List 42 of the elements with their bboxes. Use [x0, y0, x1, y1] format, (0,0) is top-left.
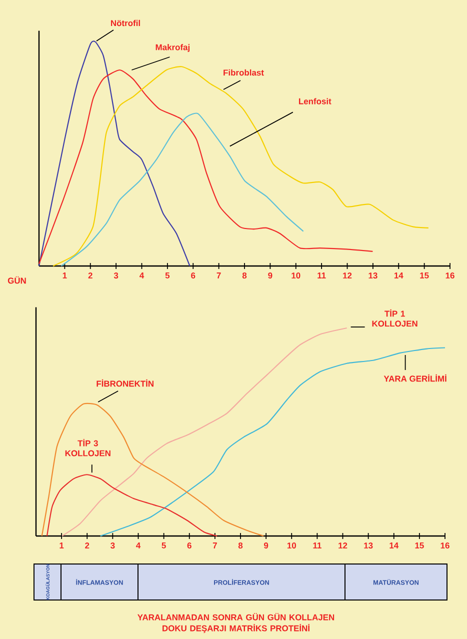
series-label: YARA GERİLİMİ: [384, 374, 446, 382]
series-label: Fibroblast: [224, 69, 264, 76]
x-tick-label: 13: [368, 272, 378, 279]
text: FİBRONEKTİN: [96, 379, 154, 387]
text: YARALANMADAN SONRA GÜN GÜN KOLLAJEN DOKU DEŞARJI MATRİKS PROTEİNİ: [137, 613, 334, 633]
x-tick-label: 8: [242, 272, 247, 278]
x-tick-label: 12: [343, 272, 352, 278]
x-tick-label: 6: [187, 542, 192, 548]
text: TİP 1 KOLLOJEN: [372, 309, 418, 327]
x-tick-label: 13: [364, 542, 373, 549]
text: TİP 3 KOLLOJEN: [65, 438, 110, 456]
x-tick-label: 7: [216, 272, 221, 278]
text: Lenfosit: [298, 98, 332, 104]
x-tick-label: 16: [446, 272, 454, 278]
x-tick-label: 5: [162, 542, 166, 548]
x-tick-label: 14: [394, 272, 404, 278]
x-tick-label: 9: [268, 272, 272, 278]
x-tick-label: 8: [238, 542, 243, 548]
text: Nötrofil: [111, 20, 140, 26]
x-tick-label: 16: [440, 542, 450, 548]
x-tick-label: 4: [136, 542, 141, 548]
x-tick-label: 2: [85, 542, 90, 548]
x-tick-label: 1: [60, 542, 64, 548]
text: Makrofaj: [156, 44, 190, 52]
x-tick-label: 15: [415, 542, 424, 548]
x-tick-label: 15: [420, 272, 429, 278]
x-axis-title: GÜN: [8, 276, 26, 284]
x-tick-label: 5: [165, 272, 170, 278]
x-tick-label: 9: [264, 542, 268, 548]
x-tick-label: 1: [62, 272, 67, 278]
x-tick-label: 11: [318, 272, 326, 278]
x-tick-label: 3: [110, 542, 115, 549]
x-tick-label: 11: [313, 542, 322, 548]
x-tick-label: 4: [140, 272, 144, 278]
x-tick-label: 7: [212, 542, 217, 548]
x-tick-label: 10: [292, 272, 300, 278]
x-tick-label: 3: [114, 272, 118, 279]
x-tick-label: 12: [338, 542, 348, 548]
x-tick-label: 10: [287, 542, 296, 548]
x-tick-label: 6: [191, 272, 196, 278]
x-tick-label: 2: [88, 272, 92, 278]
x-tick-label: 14: [390, 542, 399, 548]
